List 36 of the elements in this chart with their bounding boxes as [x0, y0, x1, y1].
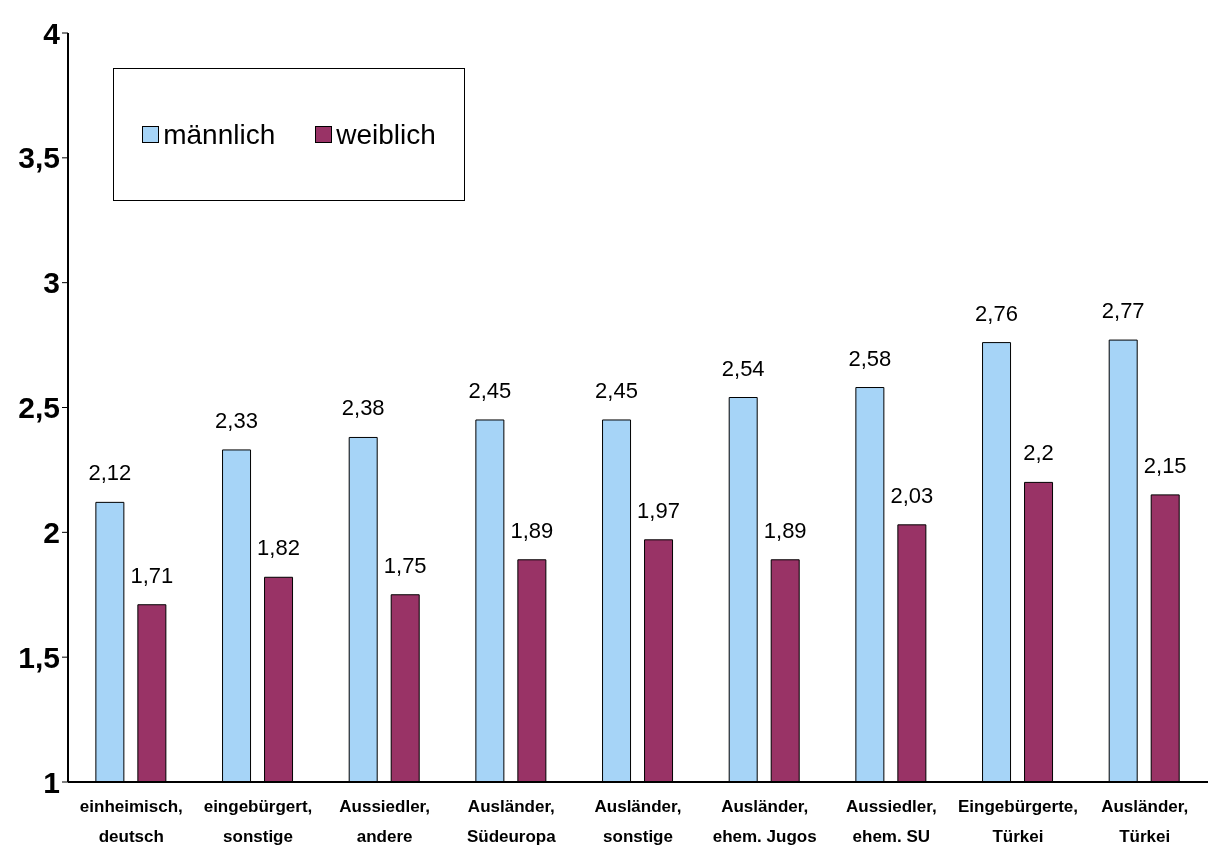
y-tick-label: 3,5 — [18, 141, 60, 175]
data-label: 2,12 — [88, 460, 132, 486]
x-tick-label: Eingebürgerte, Türkei — [958, 797, 1078, 846]
y-tick-label: 1,5 — [18, 640, 60, 674]
data-label: 1,71 — [130, 562, 174, 588]
y-tick-label: 2,5 — [18, 391, 60, 425]
data-label: 2,45 — [468, 377, 512, 403]
x-tick-label: Ausländer, Türkei — [1101, 797, 1189, 846]
data-label: 2,77 — [1101, 298, 1145, 324]
x-tick-label: Ausländer, ehem. Jugos — [712, 797, 817, 846]
data-label: 2,38 — [341, 395, 385, 421]
data-label: 2,76 — [975, 300, 1018, 326]
y-tick-label: 2 — [43, 515, 60, 549]
data-label: 1,75 — [383, 552, 427, 578]
x-tick-label: Ausländer, sonstige — [594, 797, 682, 846]
x-tick-label: Aussiedler, ehem. SU — [845, 797, 937, 846]
y-tick-label: 1 — [43, 765, 60, 799]
x-tick-label: Ausländer, Südeuropa — [466, 797, 557, 846]
legend-label: weiblich — [336, 118, 436, 151]
legend-label: männlich — [163, 118, 276, 151]
data-label: 2,03 — [890, 482, 934, 508]
data-label: 2,2 — [1023, 440, 1054, 466]
data-label: 2,15 — [1143, 452, 1187, 478]
data-label: 1,82 — [257, 535, 300, 561]
data-label: 1,89 — [763, 517, 807, 543]
y-tick-label: 3 — [43, 266, 60, 300]
data-label: 2,54 — [721, 355, 765, 381]
data-label: 2,58 — [848, 345, 892, 371]
x-tick-label: einheimisch, deutsch — [79, 797, 183, 846]
data-label: 1,97 — [637, 497, 680, 523]
x-tick-label: Aussiedler, andere — [339, 797, 431, 846]
x-tick-label: eingebürgert, sonstige — [203, 797, 313, 846]
data-label: 1,89 — [510, 517, 554, 543]
y-tick-label: 4 — [43, 16, 61, 50]
data-label: 2,45 — [595, 377, 638, 403]
data-label: 2,33 — [215, 407, 258, 433]
